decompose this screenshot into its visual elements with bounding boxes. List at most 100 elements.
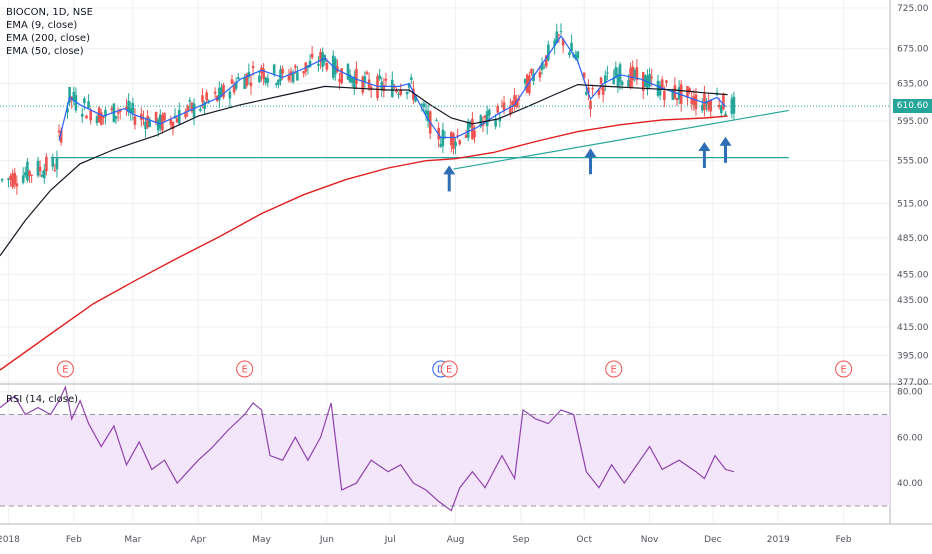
candle-body xyxy=(663,90,666,101)
candle-body xyxy=(287,75,291,81)
candle-body xyxy=(83,98,86,104)
candle-body xyxy=(129,108,133,113)
candle-body xyxy=(272,64,276,74)
candle-body xyxy=(673,85,677,99)
candle-body xyxy=(690,98,694,104)
candle-body xyxy=(131,103,135,114)
candle-body xyxy=(74,95,78,111)
candle-body xyxy=(158,114,162,129)
candle-body xyxy=(405,92,409,95)
candle-body xyxy=(538,72,542,78)
earnings-marker: E xyxy=(236,360,254,378)
candle-body xyxy=(156,119,160,131)
candle-body xyxy=(466,121,470,138)
candle-body xyxy=(232,85,236,93)
earnings-marker: E xyxy=(440,360,458,378)
time-tick-label: Jul xyxy=(384,535,396,545)
marker-label: E xyxy=(611,365,617,376)
candle-body xyxy=(40,174,44,177)
arrow-head xyxy=(584,148,597,158)
candle-body xyxy=(487,109,491,116)
candle-body xyxy=(21,175,25,183)
candle-body xyxy=(629,68,632,88)
rising-trendline xyxy=(453,109,789,170)
candle-body xyxy=(722,93,725,110)
marker-circle xyxy=(440,360,458,378)
legend-symbol[interactable]: BIOCON, 1D, NSE xyxy=(6,7,93,18)
candle-body xyxy=(603,75,607,84)
time-tick-label: Feb xyxy=(66,535,82,545)
up-arrow-annotation xyxy=(719,136,732,163)
candle-body xyxy=(247,71,251,78)
candle-body xyxy=(688,88,691,92)
candle-body xyxy=(553,40,556,47)
candle-body xyxy=(36,160,40,176)
ema50-line xyxy=(0,83,728,257)
candle-body xyxy=(464,134,468,138)
rsi-tick-label: 60.00 xyxy=(897,433,923,443)
candle-body xyxy=(228,91,232,99)
candle-body xyxy=(190,102,194,112)
candle-body xyxy=(376,76,379,98)
candle-body xyxy=(677,87,681,100)
legend-rsi[interactable]: RSI (14, close) xyxy=(6,394,79,405)
price-tick-label: 635.00 xyxy=(897,80,929,90)
candle-body xyxy=(544,55,548,67)
time-tick-label: Feb xyxy=(836,535,852,545)
candle-body xyxy=(452,133,455,149)
candle-body xyxy=(422,103,426,108)
time-tick-label: 2019 xyxy=(767,535,790,545)
legend-ema50[interactable]: EMA (50, close) xyxy=(6,46,84,57)
candle-body xyxy=(203,101,206,109)
candle-body xyxy=(361,76,365,93)
candle-body xyxy=(266,78,270,83)
candle-body xyxy=(234,82,238,89)
candle-body xyxy=(599,77,603,84)
candle-body xyxy=(80,113,84,117)
candle-body xyxy=(30,174,33,176)
candle-body xyxy=(633,70,637,78)
earnings-marker: E xyxy=(56,360,74,378)
candle-body xyxy=(296,72,299,81)
candle-body xyxy=(511,101,514,106)
candle-body xyxy=(114,116,118,119)
candle-body xyxy=(363,76,367,82)
candle-body xyxy=(279,69,282,82)
candle-body xyxy=(369,86,373,90)
rsi-legend: RSI (14, close) xyxy=(6,393,78,406)
candle-body xyxy=(435,120,438,122)
candle-body xyxy=(338,79,341,82)
candle-body xyxy=(407,83,411,88)
candle-body xyxy=(222,84,225,98)
candle-body xyxy=(399,89,403,95)
candle-body xyxy=(310,53,314,58)
candle-body xyxy=(220,87,223,97)
candle-body xyxy=(409,77,413,80)
candle-body xyxy=(694,94,698,109)
candle-body xyxy=(568,52,571,56)
candle-body xyxy=(719,105,723,114)
candle-body xyxy=(481,123,485,126)
candle-body xyxy=(555,31,559,43)
candle-body xyxy=(89,110,92,121)
candle-body xyxy=(658,85,662,96)
candle-body xyxy=(483,115,487,118)
candle-body xyxy=(717,104,721,108)
candle-body xyxy=(15,183,19,187)
candle-body xyxy=(85,115,88,119)
candle-body xyxy=(454,141,457,147)
candle-body xyxy=(24,172,27,176)
marker-label: E xyxy=(241,365,247,376)
candle-body xyxy=(133,116,137,125)
price-tick-label: 725.00 xyxy=(897,4,929,14)
candle-body xyxy=(576,51,580,59)
legend-ema9[interactable]: EMA (9, close) xyxy=(6,20,78,31)
candle-body xyxy=(249,82,253,87)
price-tick-label: 675.00 xyxy=(897,45,929,55)
legend-ema200[interactable]: EMA (200, close) xyxy=(6,33,90,44)
candle-body xyxy=(72,91,76,102)
candle-body xyxy=(732,96,736,114)
candle-body xyxy=(458,140,462,145)
candle-body xyxy=(469,122,472,128)
candle-body xyxy=(612,77,616,85)
